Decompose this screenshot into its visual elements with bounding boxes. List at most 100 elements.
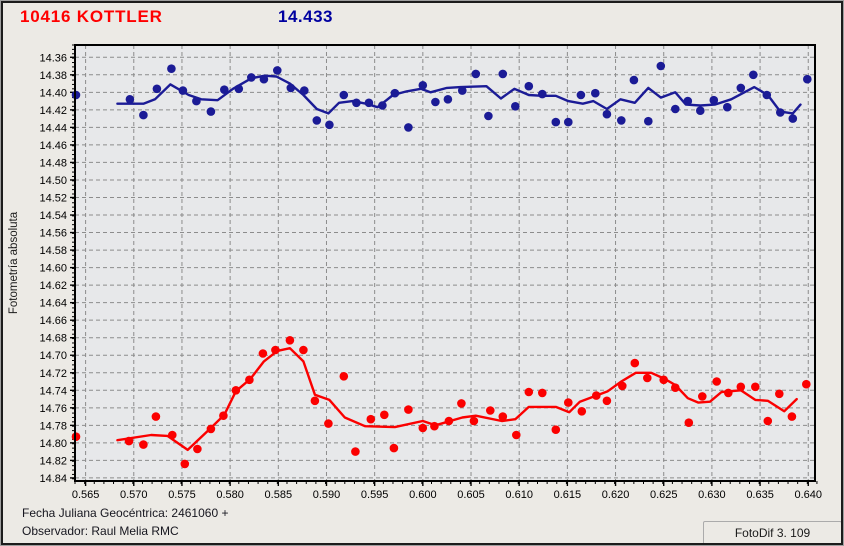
y-tick-label: 14.62	[39, 280, 67, 292]
y-axis-title: Fotometría absoluta	[8, 211, 20, 314]
data-point-asteroid-lower-curve	[139, 440, 148, 449]
data-point-comparison-upper-curve	[671, 104, 680, 114]
data-point-asteroid-lower-curve	[564, 398, 573, 407]
data-point-asteroid-lower-curve	[736, 382, 746, 392]
y-tick-label: 14.54	[39, 210, 67, 222]
data-point-asteroid-lower-curve	[310, 396, 320, 406]
data-point-comparison-upper-curve	[192, 96, 201, 106]
plot-background	[75, 45, 815, 481]
data-point-comparison-upper-curve	[484, 111, 493, 121]
observer-label: Observador: Raul Melia RMC	[22, 524, 179, 538]
data-point-comparison-upper-curve	[762, 90, 772, 100]
data-point-asteroid-lower-curve	[324, 419, 333, 428]
data-point-asteroid-lower-curve	[671, 383, 680, 393]
chart-header: 10416 KOTTLER 14.433	[0, 0, 844, 40]
y-tick-label: 14.42	[39, 105, 67, 117]
data-point-comparison-upper-curve	[418, 81, 428, 90]
data-point-comparison-upper-curve	[178, 86, 188, 95]
y-tick-label: 14.70	[39, 350, 67, 362]
x-tick-label: 0.615	[554, 489, 582, 501]
y-tick-label: 14.78	[39, 420, 67, 432]
y-tick-label: 14.46	[39, 140, 67, 152]
data-point-asteroid-lower-curve	[339, 372, 349, 381]
data-point-asteroid-lower-curve	[712, 377, 721, 386]
data-point-comparison-upper-curve	[220, 85, 229, 94]
y-tick-label: 14.36	[39, 52, 67, 64]
data-point-asteroid-lower-curve	[486, 406, 495, 415]
data-point-comparison-upper-curve	[498, 69, 508, 79]
data-point-comparison-upper-curve	[390, 88, 400, 98]
y-tick-label: 14.84	[39, 473, 67, 485]
x-tick-label: 0.620	[602, 489, 630, 501]
data-point-asteroid-lower-curve	[751, 382, 760, 392]
data-point-asteroid-lower-curve	[219, 411, 228, 421]
x-tick-label: 0.605	[457, 489, 485, 501]
data-point-comparison-upper-curve	[551, 117, 561, 127]
data-point-asteroid-lower-curve	[168, 430, 177, 440]
x-tick-label: 0.600	[409, 489, 437, 501]
data-point-asteroid-lower-curve	[285, 336, 295, 345]
data-point-comparison-upper-curve	[443, 95, 453, 104]
data-point-comparison-upper-curve	[247, 73, 256, 82]
x-tick-label: 0.570	[120, 489, 148, 501]
data-point-asteroid-lower-curve	[524, 387, 534, 397]
data-point-comparison-upper-curve	[736, 83, 746, 93]
data-point-asteroid-lower-curve	[351, 447, 360, 456]
data-point-comparison-upper-curve	[352, 98, 361, 108]
data-point-asteroid-lower-curve	[775, 389, 784, 399]
data-point-comparison-upper-curve	[325, 120, 334, 130]
y-tick-label: 14.72	[39, 368, 67, 380]
x-tick-label: 0.640	[794, 489, 822, 501]
data-point-comparison-upper-curve	[576, 90, 586, 100]
data-point-comparison-upper-curve	[538, 89, 547, 99]
data-point-asteroid-lower-curve	[551, 425, 561, 435]
data-point-comparison-upper-curve	[206, 107, 216, 116]
data-point-asteroid-lower-curve	[245, 375, 254, 385]
data-point-asteroid-lower-curve	[366, 414, 376, 424]
data-point-asteroid-lower-curve	[299, 345, 308, 355]
plot-frame	[74, 44, 816, 482]
data-point-asteroid-lower-curve	[643, 373, 652, 383]
y-tick-label: 14.82	[39, 455, 67, 467]
x-tick-label: 0.625	[650, 489, 678, 501]
data-point-comparison-upper-curve	[404, 123, 413, 132]
x-tick-label: 0.635	[746, 489, 774, 501]
data-point-asteroid-lower-curve	[577, 407, 587, 416]
x-tick-label: 0.595	[361, 489, 389, 501]
data-point-asteroid-lower-curve	[457, 399, 466, 408]
data-point-comparison-upper-curve	[458, 86, 467, 95]
y-tick-label: 14.74	[39, 385, 67, 397]
y-tick-label: 14.60	[39, 263, 67, 275]
data-point-comparison-upper-curve	[803, 74, 812, 84]
data-point-asteroid-lower-curve	[231, 386, 241, 395]
y-tick-label: 14.40	[39, 87, 67, 99]
data-point-asteroid-lower-curve	[659, 375, 668, 385]
x-tick-label: 0.610	[505, 489, 533, 501]
data-point-asteroid-lower-curve	[444, 416, 454, 426]
data-point-asteroid-lower-curve	[630, 358, 640, 368]
data-point-comparison-upper-curve	[152, 84, 162, 94]
data-point-asteroid-lower-curve	[380, 410, 389, 420]
data-point-asteroid-lower-curve	[124, 436, 134, 446]
data-point-asteroid-lower-curve	[389, 443, 399, 453]
data-point-comparison-upper-curve	[300, 86, 309, 95]
data-point-asteroid-lower-curve	[469, 416, 479, 426]
data-point-comparison-upper-curve	[591, 88, 600, 98]
data-point-comparison-upper-curve	[139, 110, 148, 120]
data-point-asteroid-lower-curve	[430, 421, 439, 431]
data-point-asteroid-lower-curve	[193, 444, 202, 454]
data-point-comparison-upper-curve	[286, 83, 296, 93]
app-version-text: FotoDif 3. 109	[734, 526, 811, 540]
data-point-asteroid-lower-curve	[512, 430, 521, 440]
data-point-asteroid-lower-curve	[602, 396, 612, 406]
data-point-asteroid-lower-curve	[802, 379, 811, 389]
data-point-asteroid-lower-curve	[258, 349, 268, 358]
y-tick-label: 14.50	[39, 175, 67, 187]
x-tick-label: 0.565	[72, 489, 100, 501]
data-point-comparison-upper-curve	[696, 106, 705, 115]
y-tick-label: 14.52	[39, 192, 67, 204]
data-point-comparison-upper-curve	[364, 98, 374, 108]
data-point-comparison-upper-curve	[511, 102, 520, 111]
data-point-comparison-upper-curve	[683, 96, 693, 106]
